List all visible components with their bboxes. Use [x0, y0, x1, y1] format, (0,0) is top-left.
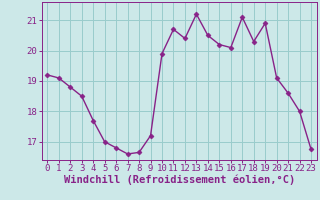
X-axis label: Windchill (Refroidissement éolien,°C): Windchill (Refroidissement éolien,°C)	[64, 175, 295, 185]
